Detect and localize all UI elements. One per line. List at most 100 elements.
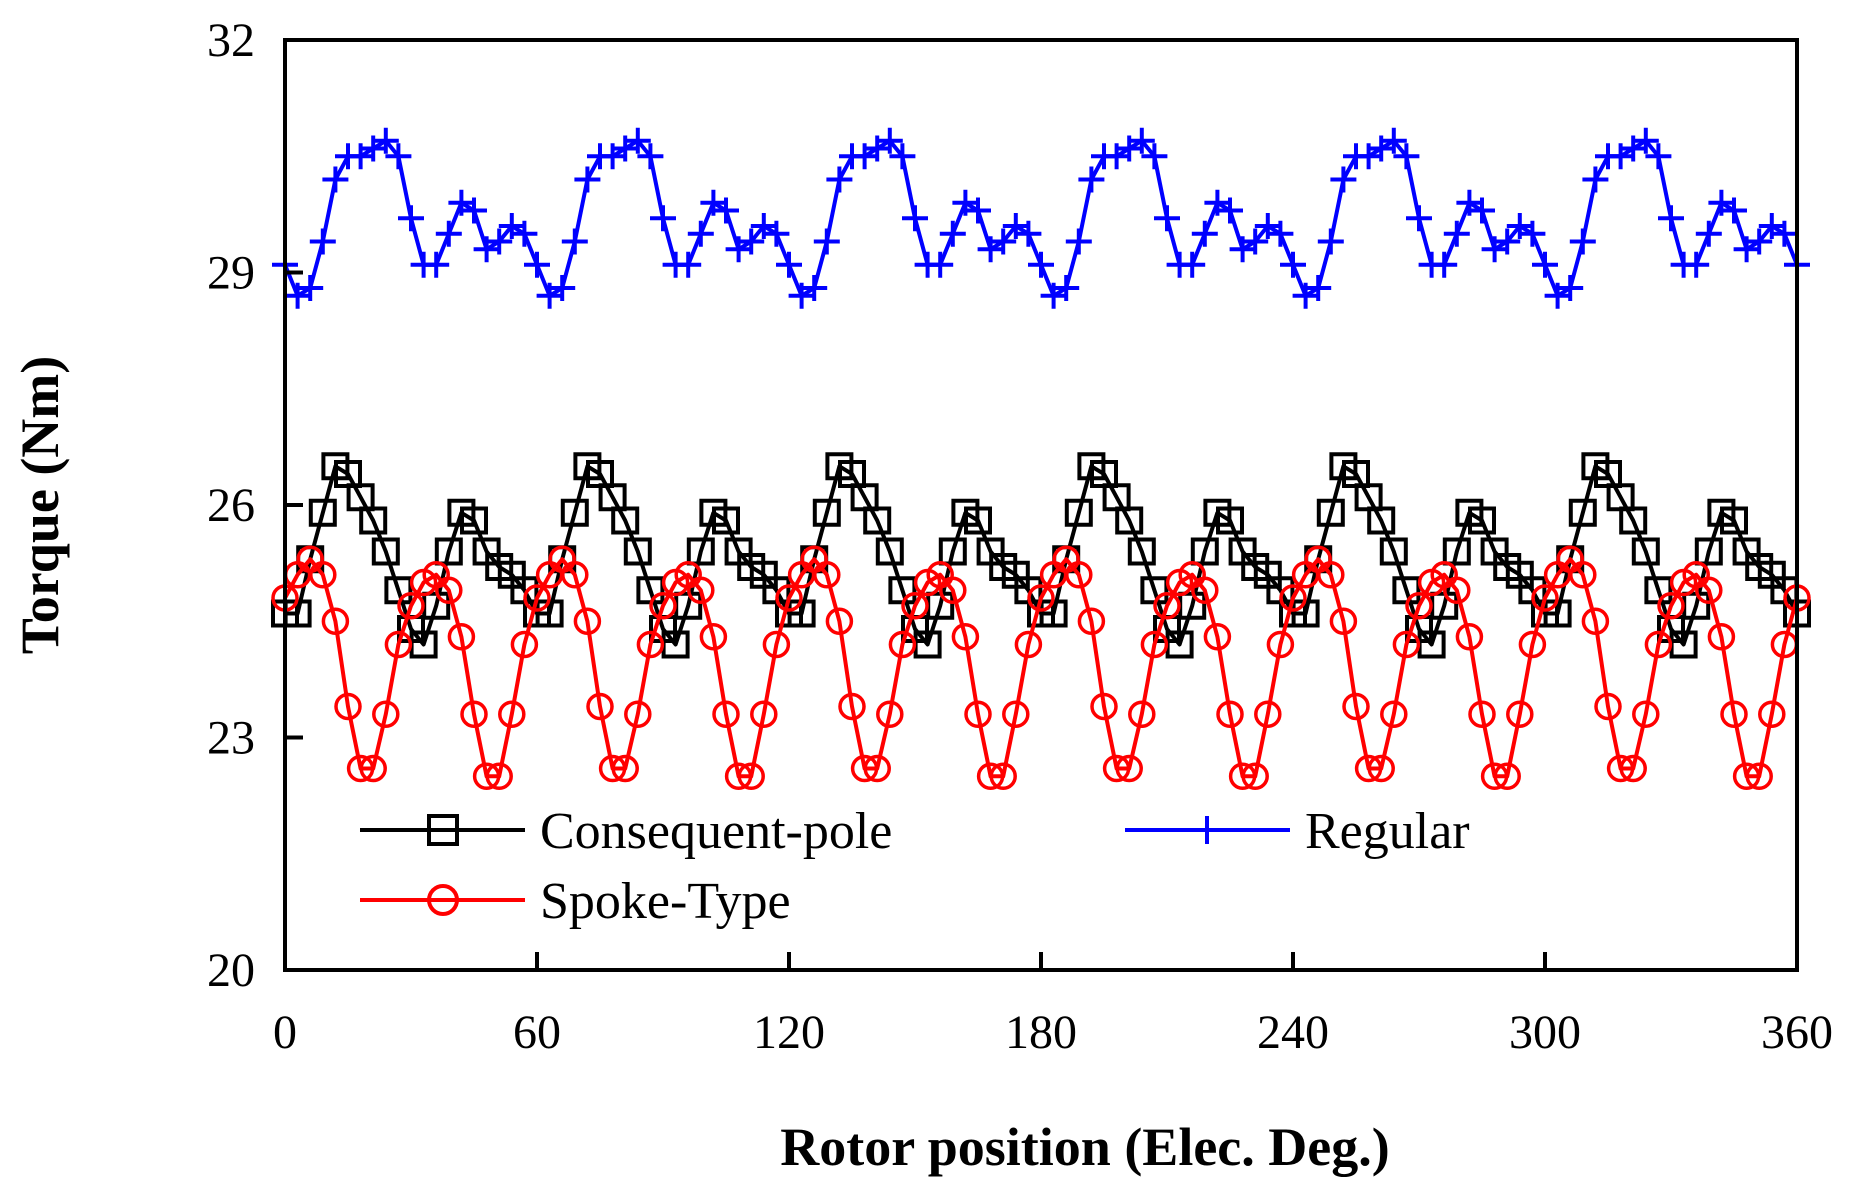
data-point bbox=[1406, 205, 1432, 232]
data-point bbox=[486, 228, 513, 255]
data-point bbox=[1721, 197, 1747, 224]
data-point bbox=[1102, 754, 1131, 783]
data-point bbox=[1064, 498, 1093, 527]
data-point bbox=[813, 561, 841, 589]
x-tick-label: 180 bbox=[1005, 1006, 1077, 1059]
data-point bbox=[1367, 754, 1395, 783]
data-point bbox=[1695, 220, 1722, 247]
data-point bbox=[1532, 251, 1558, 278]
data-point bbox=[611, 754, 639, 783]
data-point bbox=[964, 506, 992, 535]
data-point bbox=[423, 251, 450, 278]
data-point bbox=[1380, 700, 1408, 728]
data-point bbox=[586, 692, 614, 721]
data-point bbox=[510, 630, 539, 659]
data-point bbox=[1002, 700, 1030, 728]
data-point bbox=[372, 127, 399, 154]
data-point bbox=[561, 561, 589, 589]
data-point bbox=[624, 127, 651, 154]
x-tick-label: 360 bbox=[1761, 1006, 1833, 1059]
x-tick-label: 60 bbox=[513, 1006, 561, 1059]
data-point bbox=[713, 197, 739, 224]
data-point bbox=[1431, 251, 1458, 278]
data-point bbox=[1216, 506, 1244, 535]
data-point bbox=[321, 607, 350, 635]
data-point bbox=[1090, 692, 1118, 721]
data-point bbox=[398, 205, 424, 232]
data-point bbox=[650, 205, 676, 232]
data-point bbox=[1531, 584, 1559, 612]
data-point bbox=[574, 166, 601, 193]
data-point bbox=[1128, 127, 1155, 154]
data-point bbox=[1455, 623, 1484, 651]
data-point bbox=[1619, 506, 1648, 535]
data-point bbox=[1154, 205, 1180, 232]
data-point bbox=[1480, 762, 1509, 790]
data-point bbox=[762, 630, 791, 659]
data-point bbox=[1720, 506, 1748, 535]
data-point bbox=[1405, 592, 1433, 620]
data-point bbox=[889, 143, 916, 170]
data-point bbox=[1569, 228, 1596, 255]
data-point bbox=[951, 623, 980, 651]
data-point bbox=[1190, 537, 1219, 566]
data-point bbox=[1140, 630, 1169, 659]
data-point bbox=[750, 700, 778, 728]
data-point bbox=[1494, 228, 1521, 255]
x-axis-title: Rotor position (Elec. Deg.) bbox=[780, 1117, 1389, 1177]
data-point bbox=[322, 166, 349, 193]
data-point bbox=[523, 584, 551, 612]
data-point bbox=[776, 251, 802, 278]
y-tick-label: 23 bbox=[207, 712, 255, 765]
data-point bbox=[435, 576, 463, 604]
data-point bbox=[1657, 592, 1685, 620]
data-point bbox=[737, 762, 765, 790]
data-point bbox=[724, 762, 753, 790]
data-point bbox=[385, 143, 412, 170]
data-point bbox=[1203, 623, 1232, 651]
data-point bbox=[560, 498, 589, 527]
data-point bbox=[1720, 700, 1748, 728]
data-point bbox=[1153, 592, 1181, 620]
legend-marker-square bbox=[427, 814, 459, 846]
x-tick-label: 120 bbox=[753, 1006, 825, 1059]
data-point bbox=[1228, 762, 1257, 790]
data-point bbox=[397, 592, 425, 620]
x-tick-label: 240 bbox=[1257, 1006, 1329, 1059]
data-point bbox=[876, 127, 903, 154]
data-point bbox=[927, 251, 954, 278]
data-point bbox=[687, 576, 715, 604]
data-point bbox=[1015, 220, 1042, 247]
data-point bbox=[939, 576, 967, 604]
data-point bbox=[738, 228, 765, 255]
data-point bbox=[1115, 506, 1144, 535]
series-line-spoke-type bbox=[283, 557, 1799, 779]
data-point bbox=[297, 275, 324, 301]
data-point bbox=[1330, 166, 1357, 193]
data-point bbox=[636, 630, 665, 659]
data-point bbox=[1053, 275, 1080, 301]
data-point bbox=[485, 762, 513, 790]
data-point bbox=[850, 754, 879, 783]
data-point bbox=[712, 506, 740, 535]
data-point bbox=[649, 592, 677, 620]
data-point bbox=[498, 700, 526, 728]
data-point bbox=[812, 498, 841, 527]
data-point bbox=[624, 700, 652, 728]
data-point bbox=[888, 630, 917, 659]
data-point bbox=[1266, 630, 1295, 659]
y-tick-label: 29 bbox=[207, 247, 255, 300]
data-point bbox=[1115, 754, 1143, 783]
legend-label-regular: Regular bbox=[1305, 803, 1470, 860]
data-point bbox=[1469, 197, 1495, 224]
data-point bbox=[384, 630, 413, 659]
legend-label-consequent-pole: Consequent-pole bbox=[540, 803, 892, 860]
data-point bbox=[472, 762, 501, 790]
data-point bbox=[461, 197, 487, 224]
data-point bbox=[1557, 275, 1584, 301]
data-point bbox=[1468, 506, 1496, 535]
y-tick-label: 32 bbox=[207, 14, 255, 67]
data-point bbox=[1141, 143, 1168, 170]
data-point bbox=[1581, 607, 1610, 635]
legend-marker-circle bbox=[427, 884, 459, 916]
